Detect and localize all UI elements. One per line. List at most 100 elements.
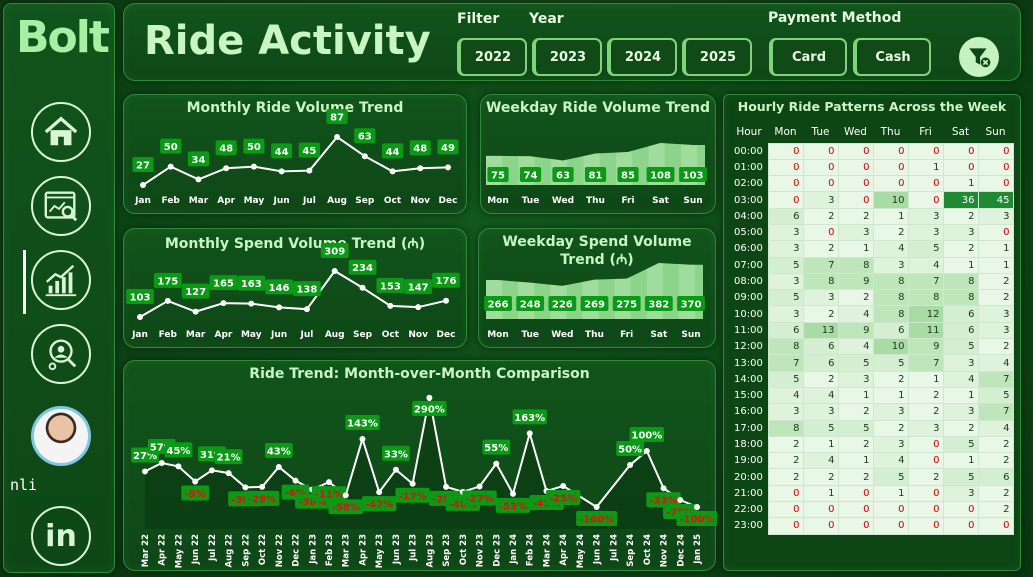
year-chip-2022[interactable]: 2022 [457,38,527,76]
heatmap-cell: 0 [942,517,979,535]
heatmap-cell: 0 [907,191,944,209]
heatmap-cell: 9 [837,272,874,291]
mom-label-27-bg [576,511,618,526]
mom-point-5 [225,470,232,477]
weekday-spend-title: Weekday Spend Volume Trend (₼) [502,234,692,268]
x-tick-Fri: Fri [620,330,633,340]
heatmap-cell: 4 [767,386,804,405]
heatmap-cell: 1 [837,386,874,405]
insights-nav-button[interactable] [31,324,91,384]
data-label-Jan: 103 [130,293,151,304]
heatmap-hour: 15:00 [734,390,763,402]
mom-x-tick-20: Nov 23 [476,534,486,567]
mom-x-tick-0: Mar 22 [141,534,151,567]
heatmap-cell: 3 [802,289,839,307]
series-line [142,135,449,186]
data-point-Feb [167,163,174,170]
heatmap-cell: 0 [907,175,944,193]
year-chip-2023[interactable]: 2023 [532,38,602,76]
data-label-Mar: 127 [185,287,206,298]
data-label-Jan-bg [132,157,154,172]
user-avatar[interactable] [31,406,91,466]
heatmap-cell: 1 [942,452,979,470]
mom-label-27: -100% [579,515,614,526]
heatmap-cell: 0 [767,501,804,519]
mom-point-9 [292,477,299,484]
x-tick-Aug: Aug [327,196,347,206]
trend-nav-button[interactable] [31,250,91,310]
mom-x-tick-14: May 23 [375,534,385,568]
heatmap-cell: 0 [837,175,874,193]
data-label-Oct-bg [381,143,404,159]
heatmap-title: Hourly Ride Patterns Across the Week [737,99,1007,114]
heatmap-row: 19:00 2 4 1 4 0 1 2 [730,452,1014,470]
heatmap-cell: 3 [872,403,909,421]
clear-filter-button[interactable] [959,37,999,77]
heatmap-cell: 8 [767,338,804,356]
heatmap-col-wed: Wed [844,125,867,138]
heatmap-cell: 3 [837,370,874,388]
analytics-nav-button[interactable] [31,176,91,236]
mom-x-tick-17: Aug 23 [425,534,435,568]
heatmap-cell: 1 [802,484,839,503]
mom-point-13 [359,435,366,442]
x-tick-Jan: Jan [131,330,148,340]
mom-point-8 [275,463,282,470]
mom-label-22: -53% [499,501,527,512]
heatmap-cell: 7 [907,272,944,291]
heatmap-cell: 1 [977,256,1014,274]
x-tick-Mon: Mon [487,330,509,340]
data-label-Aug-bg [326,109,348,124]
data-point-Jan [140,182,146,188]
mom-x-tick-23: Feb 24 [526,534,536,566]
home-nav-button[interactable] [31,102,91,162]
heatmap-cell: 2 [837,435,874,454]
data-label-Fri: 275 [616,300,637,311]
mom-x-tick-5: Aug 22 [225,534,235,568]
heatmap-cell: 0 [802,223,839,242]
mom-point-25 [560,483,567,489]
mom-label-19: -46% [449,499,477,510]
x-tick-Sun: Sun [681,330,700,340]
payment-chip-cash[interactable]: Cash [853,38,931,76]
x-tick-May: May [241,330,262,340]
heatmap-cell: 5 [942,338,979,356]
heatmap-cell: 3 [942,354,979,372]
mom-label-11: -11% [315,490,343,501]
mom-label-4: 31% [200,450,224,461]
heatmap-row: 09:00 5 3 2 8 8 8 2 [730,289,1014,307]
heatmap-hour: 07:00 [734,259,763,271]
data-label-Dec-bg [432,272,460,288]
user-label: nli [10,476,38,494]
data-label-Feb-bg [153,272,182,288]
linkedin-button[interactable]: in [31,506,91,566]
heatmap-cell: 0 [802,158,839,177]
heatmap-cell: 0 [907,142,944,160]
mom-label-13-bg [345,414,380,430]
payment-chip-card[interactable]: Card [769,38,847,76]
mom-title: Ride Trend: Month-over-Month Comparison [249,366,590,382]
heatmap-row: 17:00 8 5 5 2 3 2 4 [730,419,1014,437]
data-point-Nov [417,165,424,172]
heatmap-cell: 10 [872,191,909,209]
data-label-Tue: 74 [524,171,538,182]
mom-label-1: 57% [150,443,174,454]
heatmap-hour: 17:00 [734,422,763,434]
mom-panel: Ride Trend: Month-over-Month Comparison … [123,360,717,571]
mom-x-tick-13: Apr 23 [358,534,368,566]
heatmap-cell: 8 [942,289,979,307]
mom-point-11 [326,479,332,486]
heatmap-cell: 8 [872,305,909,323]
weekday-ride-title: Weekday Ride Volume Trend [485,100,711,116]
year-chip-2024[interactable]: 2024 [607,38,677,76]
data-label-Dec-bg [437,139,459,155]
heatmap-cell: 2 [942,207,979,225]
x-tick-Thu: Thu [586,196,605,206]
data-label-Oct: 153 [380,281,401,292]
mom-label-21: 55% [484,443,508,454]
year-chip-2025[interactable]: 2025 [682,38,752,76]
heatmap-cell: 1 [837,240,874,258]
data-point-Feb [164,297,171,304]
search-gear-icon [48,339,77,371]
data-label-Mar: 34 [191,155,205,166]
